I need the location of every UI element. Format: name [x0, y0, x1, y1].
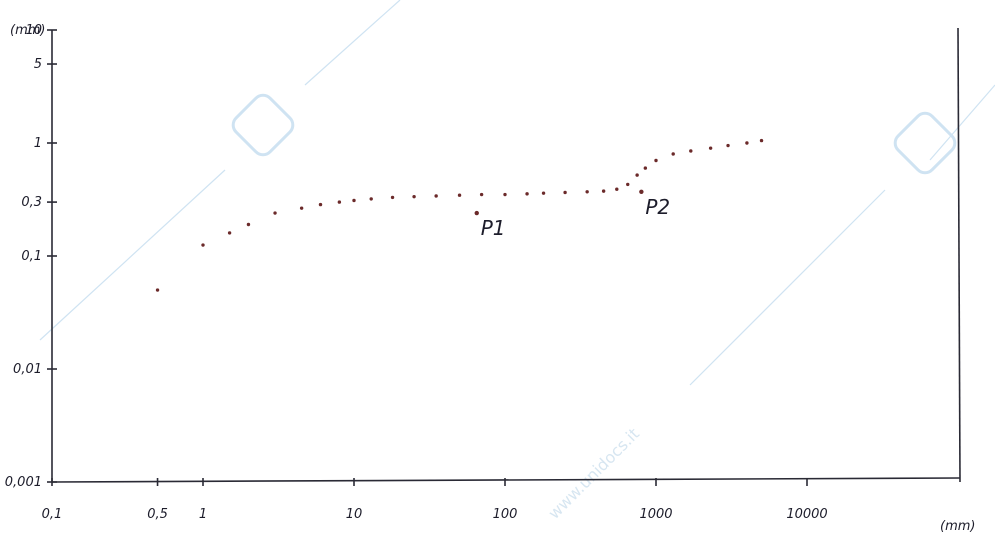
- x-ticks: 0,1 0,5 1 10 100 1000 10000: [42, 478, 828, 522]
- x-axis: [51, 477, 961, 483]
- data-point: [434, 194, 438, 198]
- data-point: [352, 198, 356, 203]
- y-tick-label: 10: [25, 23, 42, 38]
- data-point: [643, 166, 648, 170]
- data-point: [318, 202, 323, 207]
- data-point: [563, 190, 567, 195]
- annotation-label: P2: [645, 195, 670, 219]
- data-point: [615, 187, 619, 191]
- x-tick-label: 10000: [786, 507, 827, 522]
- annotation-label: P1: [481, 216, 506, 240]
- data-point: [246, 222, 251, 227]
- data-point: [412, 194, 416, 199]
- data-point: [601, 189, 606, 193]
- watermark-line: [39, 169, 226, 341]
- x-tick-label: 10: [346, 507, 363, 522]
- data-point: [654, 158, 658, 163]
- watermark-line: [304, 0, 401, 86]
- data-point: [525, 192, 529, 196]
- data-point: [671, 152, 675, 156]
- data-point: [585, 190, 589, 194]
- y-tick-label: 0,01: [13, 362, 42, 377]
- data-point: [745, 141, 749, 145]
- x-tick-label: 100: [493, 507, 518, 522]
- y-tick-label: 1: [34, 136, 42, 151]
- watermark-line: [689, 189, 886, 386]
- data-point: [503, 192, 507, 197]
- x-tick-label: 0,1: [42, 507, 63, 522]
- data-point: [635, 173, 639, 177]
- annotation-point: [639, 189, 644, 194]
- data-point: [759, 138, 764, 143]
- data-point: [479, 192, 484, 197]
- data-point: [541, 191, 546, 195]
- y-tick-label: 0,001: [5, 475, 42, 490]
- watermark-text: www.unidocs.it: [544, 424, 643, 523]
- x-tick-label: 1: [199, 507, 207, 522]
- y-tick-label: 5: [34, 57, 42, 72]
- data-point: [708, 146, 713, 150]
- data-point: [626, 182, 630, 187]
- data-point: [689, 149, 693, 153]
- x-tick-label: 1000: [639, 507, 672, 522]
- x-axis-label: (mm): [940, 519, 975, 534]
- data-point: [299, 206, 304, 210]
- data-point: [273, 211, 277, 215]
- watermark: www.unidocs.it: [39, 0, 995, 523]
- watermark-logo-icon: [231, 93, 295, 157]
- data-points: [155, 138, 764, 292]
- data-point: [457, 193, 462, 197]
- data-point: [726, 143, 730, 148]
- y-axis-label: (mm): [10, 23, 45, 38]
- watermark-logo-icon: [893, 111, 957, 175]
- data-point: [390, 195, 395, 200]
- x-tick-label: 0,5: [147, 507, 168, 522]
- y-tick-label: 0,1: [21, 249, 42, 264]
- data-point: [201, 243, 205, 247]
- y-ticks: 10 5 1 0,3 0,1 0,01 0,001: [5, 23, 57, 490]
- watermark-line: [929, 84, 995, 161]
- y-tick-label: 0,3: [21, 195, 42, 210]
- data-point: [155, 288, 160, 292]
- data-point: [369, 197, 373, 201]
- right-border: [957, 27, 961, 483]
- data-point: [337, 200, 342, 204]
- annotations: P1 P2: [474, 189, 670, 240]
- annotation-point: [474, 210, 479, 216]
- data-point: [227, 231, 232, 235]
